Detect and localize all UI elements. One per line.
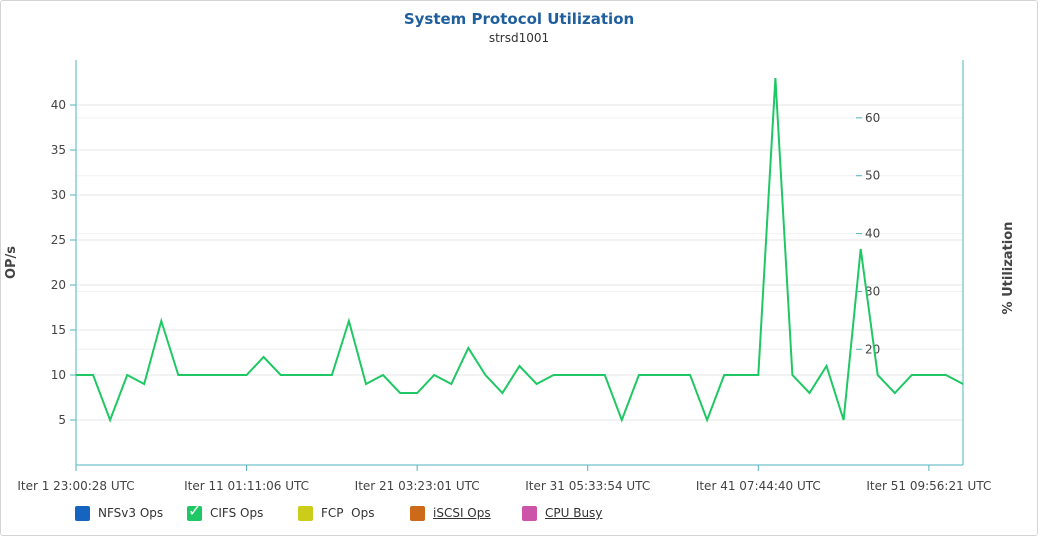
legend-swatch[interactable]: ✓	[187, 501, 202, 521]
y-tick-label: 20	[51, 278, 66, 292]
chart-subtitle: strsd1001	[488, 31, 550, 45]
legend-item-cpu-busy[interactable]: CPU Busy	[522, 503, 602, 523]
x-tick-label: Iter 51 09:56:21 UTC	[866, 479, 991, 493]
x-tick-label: Iter 21 03:23:01 UTC	[355, 479, 480, 493]
y-tick-label: 10	[51, 368, 66, 382]
legend-item-iscsi-ops[interactable]: iSCSI Ops	[410, 503, 491, 523]
legend-item-nfsv3-ops[interactable]: NFSv3 Ops	[75, 503, 163, 523]
y2-axis-title: % Utilization	[1001, 222, 1016, 315]
x-tick-label: Iter 11 01:11:06 UTC	[184, 479, 309, 493]
y2-tick-label: 20	[865, 342, 880, 356]
legend-item-fcp-ops[interactable]: FCP Ops	[298, 503, 374, 523]
legend-swatch[interactable]	[298, 505, 313, 521]
y-tick-label: 25	[51, 233, 66, 247]
x-tick-label: Iter 1 23:00:28 UTC	[17, 479, 134, 493]
x-tick-label: Iter 41 07:44:40 UTC	[696, 479, 821, 493]
legend-swatch[interactable]	[75, 505, 90, 521]
y2-tick-label: 30	[865, 284, 880, 298]
y-tick-label: 40	[51, 98, 66, 112]
legend-swatch[interactable]	[410, 505, 425, 521]
y-tick-label: 35	[51, 143, 66, 157]
y2-tick-label: 50	[865, 169, 880, 183]
legend-label: CPU Busy	[545, 506, 603, 520]
legend-label: FCP Ops	[321, 506, 375, 520]
legend-swatch[interactable]	[522, 505, 537, 521]
chart-title: System Protocol Utilization	[403, 10, 635, 28]
y-tick-label: 30	[51, 188, 66, 202]
checkmark-icon: ✓	[188, 500, 202, 520]
legend-label: iSCSI Ops	[433, 506, 491, 520]
legend-label: CIFS Ops	[210, 506, 264, 520]
y-tick-label: 5	[58, 413, 66, 427]
legend-label: NFSv3 Ops	[98, 506, 164, 520]
y2-tick-label: 60	[865, 111, 880, 125]
y2-tick-label: 40	[865, 227, 880, 241]
series-line-cifs-ops	[76, 77, 964, 423]
y-tick-label: 15	[51, 323, 66, 337]
y-axis-title: OP/s	[4, 246, 19, 279]
x-tick-label: Iter 31 05:33:54 UTC	[525, 479, 650, 493]
legend-item-cifs-ops[interactable]: ✓ CIFS Ops	[187, 501, 264, 523]
